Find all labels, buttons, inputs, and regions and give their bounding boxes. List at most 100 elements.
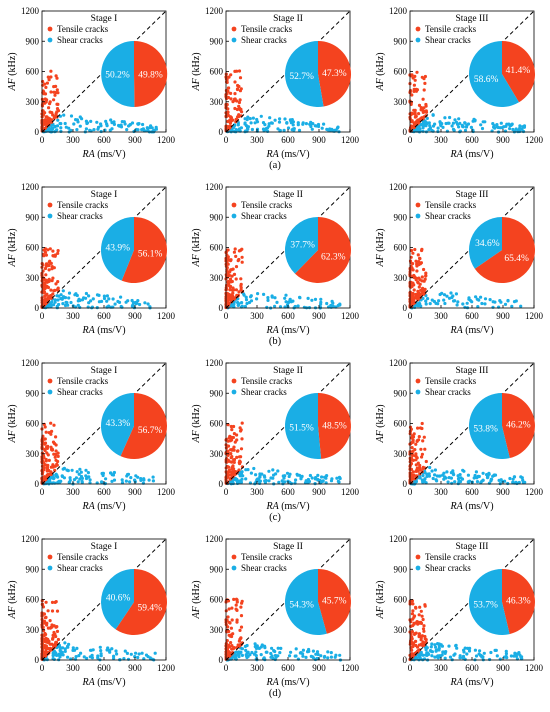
- shear-point: [431, 469, 434, 472]
- shear-point: [452, 299, 455, 302]
- tensile-point: [237, 113, 240, 116]
- y-axis-label: AF (kHz): [191, 52, 202, 91]
- shear-point: [465, 652, 468, 655]
- shear-point: [428, 472, 431, 475]
- legend: Tensile cracksShear cracks: [232, 376, 293, 397]
- shear-point: [301, 655, 304, 658]
- tensile-point: [232, 473, 235, 476]
- tensile-point: [421, 615, 424, 618]
- x-tick-label: 1200: [341, 663, 360, 673]
- shear-point: [491, 306, 494, 309]
- x-tick-label: 300: [66, 135, 80, 145]
- shear-point: [86, 476, 89, 479]
- legend-marker: [416, 566, 421, 571]
- tensile-point: [226, 107, 229, 110]
- shear-point: [231, 304, 234, 307]
- x-tick-label: 600: [281, 135, 295, 145]
- shear-point: [106, 294, 109, 297]
- legend: Tensile cracksShear cracks: [416, 24, 477, 45]
- shear-point: [288, 481, 291, 484]
- x-axis-label: RA (ms/V): [265, 325, 309, 336]
- shear-point: [69, 479, 72, 482]
- shear-point: [317, 125, 320, 128]
- tensile-point: [226, 615, 229, 618]
- tensile-point: [423, 88, 426, 91]
- tensile-point: [238, 107, 241, 110]
- shear-point: [89, 299, 92, 302]
- tensile-point: [47, 609, 50, 612]
- tensile-point: [235, 604, 238, 607]
- shear-point: [440, 292, 443, 295]
- tensile-point: [238, 101, 241, 104]
- tensile-point: [55, 112, 58, 115]
- y-tick-label: 300: [394, 625, 408, 635]
- tensile-point: [412, 268, 415, 271]
- shear-point: [289, 298, 292, 301]
- tensile-point: [45, 254, 48, 257]
- shear-point: [82, 296, 85, 299]
- shear-point: [453, 480, 456, 483]
- tensile-point: [44, 92, 47, 95]
- shear-point: [494, 474, 497, 477]
- tensile-point: [417, 649, 420, 652]
- x-axis-label: RA (ms/V): [265, 501, 309, 512]
- y-tick-label: 300: [394, 97, 408, 107]
- shear-point: [84, 469, 87, 472]
- shear-point: [283, 297, 286, 300]
- y-tick-label: 600: [210, 67, 224, 77]
- shear-point: [66, 656, 69, 659]
- tensile-point: [45, 451, 48, 454]
- shear-point: [143, 301, 146, 304]
- shear-point: [129, 476, 132, 479]
- tensile-point: [417, 438, 420, 441]
- tensile-point: [233, 92, 236, 95]
- shear-point: [508, 477, 511, 480]
- shear-point: [256, 292, 259, 295]
- y-tick-label: 300: [394, 273, 408, 283]
- shear-point: [50, 305, 53, 308]
- pie-label-tensile: 59.4%: [138, 603, 163, 613]
- pie-label-shear: 37.7%: [290, 240, 315, 250]
- chart-panel-2-2: 0 300 600 900 120003006009001200RA (ms/V)AF …: [191, 182, 360, 336]
- x-tick-label: 900: [496, 311, 510, 321]
- shear-point: [419, 305, 422, 308]
- shear-point: [241, 305, 244, 308]
- shear-point: [152, 476, 155, 479]
- shear-point: [466, 302, 469, 305]
- y-tick-label: 600: [394, 67, 408, 77]
- tensile-point: [46, 82, 49, 85]
- tensile-point: [230, 428, 233, 431]
- shear-point: [489, 479, 492, 482]
- pie-chart: 47.3%52.7%: [285, 41, 351, 107]
- tensile-point: [423, 635, 426, 638]
- shear-point: [119, 296, 122, 299]
- pie-chart: 46.3%53.7%: [469, 569, 535, 635]
- shear-point: [515, 127, 518, 130]
- shear-point: [48, 478, 51, 481]
- shear-point: [85, 127, 88, 130]
- shear-point: [422, 130, 425, 133]
- y-tick-label: 300: [26, 273, 40, 283]
- shear-point: [295, 647, 298, 650]
- legend-label: Tensile cracks: [57, 24, 109, 34]
- shear-point: [121, 478, 124, 481]
- tensile-point: [233, 273, 236, 276]
- shear-point: [426, 117, 429, 120]
- x-tick-label: 600: [281, 663, 295, 673]
- tensile-point: [233, 107, 236, 110]
- shear-point: [426, 646, 429, 649]
- y-axis-label: AF (kHz): [7, 52, 18, 91]
- tensile-point: [56, 103, 59, 106]
- shear-point: [232, 482, 235, 485]
- tensile-point: [416, 427, 419, 430]
- x-tick-label: 0: [408, 135, 413, 145]
- tensile-point: [416, 295, 419, 298]
- tensile-point: [43, 466, 46, 469]
- tensile-point: [413, 248, 416, 251]
- shear-point: [70, 114, 73, 117]
- tensile-point: [55, 449, 58, 452]
- shear-point: [74, 118, 77, 121]
- chart-panel-2-1: 0 300 600 900 1200 0 300 600 900 1200 RA (ms/V) AF …: [7, 182, 176, 336]
- shear-point: [62, 114, 65, 117]
